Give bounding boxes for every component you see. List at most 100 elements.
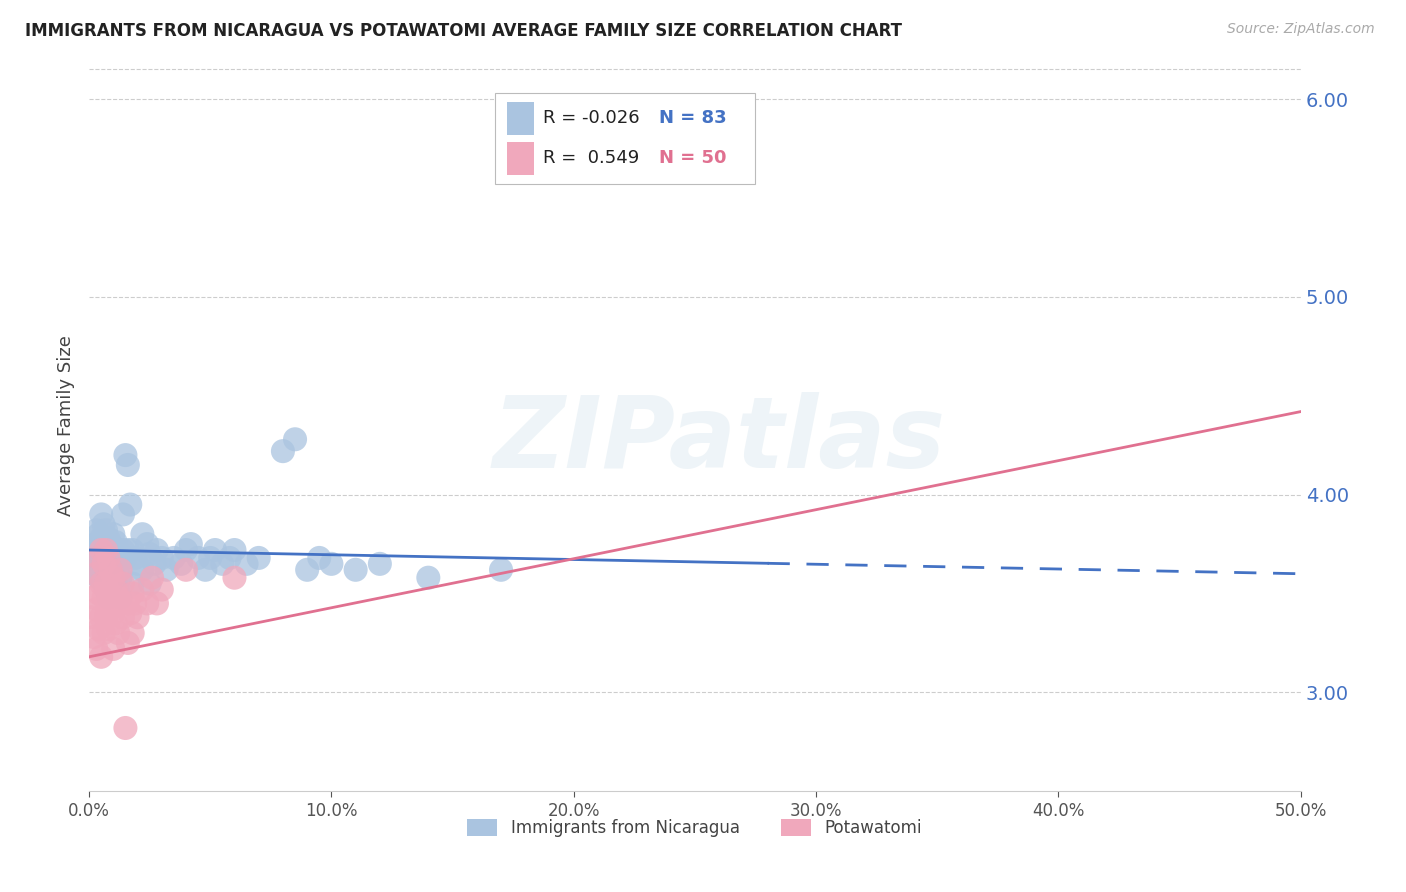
- Point: [204, 543, 226, 558]
- Point: [110, 550, 132, 565]
- Point: [103, 547, 125, 561]
- Point: [117, 458, 139, 472]
- Point: [93, 557, 115, 571]
- Point: [83, 591, 105, 605]
- Point: [146, 596, 169, 610]
- Point: [111, 576, 134, 591]
- Point: [295, 563, 318, 577]
- Point: [94, 523, 117, 537]
- Point: [100, 563, 122, 577]
- Point: [121, 576, 143, 591]
- Point: [200, 550, 222, 565]
- Point: [104, 535, 127, 549]
- Point: [235, 557, 257, 571]
- Point: [136, 537, 159, 551]
- Text: ZIPatlas: ZIPatlas: [492, 392, 946, 489]
- Point: [174, 543, 197, 558]
- Text: R =  0.549: R = 0.549: [544, 149, 640, 168]
- Point: [117, 596, 139, 610]
- Point: [86, 641, 108, 656]
- Point: [194, 563, 217, 577]
- Point: [94, 576, 117, 591]
- Point: [174, 563, 197, 577]
- Point: [107, 582, 129, 597]
- Point: [131, 582, 153, 597]
- Text: N = 83: N = 83: [658, 109, 725, 128]
- Point: [180, 537, 202, 551]
- Point: [107, 543, 129, 558]
- Point: [93, 517, 115, 532]
- Point: [93, 537, 115, 551]
- Point: [107, 591, 129, 605]
- Point: [90, 531, 112, 545]
- Point: [114, 550, 136, 565]
- Point: [121, 543, 143, 558]
- Point: [110, 591, 132, 605]
- Point: [83, 566, 105, 581]
- Point: [86, 523, 108, 537]
- Text: R = -0.026: R = -0.026: [544, 109, 640, 128]
- Point: [90, 610, 112, 624]
- Point: [83, 630, 105, 644]
- Point: [86, 537, 108, 551]
- Point: [107, 563, 129, 577]
- Text: Source: ZipAtlas.com: Source: ZipAtlas.com: [1227, 22, 1375, 37]
- Point: [86, 557, 108, 571]
- Point: [97, 571, 120, 585]
- Point: [120, 607, 142, 621]
- Point: [150, 550, 173, 565]
- Point: [97, 586, 120, 600]
- Point: [93, 557, 115, 571]
- Point: [93, 626, 115, 640]
- Point: [87, 527, 110, 541]
- FancyBboxPatch shape: [495, 93, 755, 184]
- Point: [97, 622, 120, 636]
- Point: [90, 543, 112, 558]
- Point: [94, 582, 117, 597]
- Point: [110, 563, 132, 577]
- Point: [110, 571, 132, 585]
- Point: [97, 531, 120, 545]
- Point: [93, 576, 115, 591]
- Point: [117, 636, 139, 650]
- Point: [104, 555, 127, 569]
- Point: [284, 432, 307, 446]
- FancyBboxPatch shape: [508, 102, 534, 135]
- Point: [87, 550, 110, 565]
- Point: [143, 557, 166, 571]
- Point: [136, 596, 159, 610]
- Point: [87, 586, 110, 600]
- Point: [418, 571, 440, 585]
- Point: [104, 582, 127, 597]
- Point: [187, 550, 209, 565]
- Point: [114, 721, 136, 735]
- Point: [224, 571, 246, 585]
- Point: [87, 571, 110, 585]
- Point: [104, 574, 127, 589]
- Text: IMMIGRANTS FROM NICARAGUA VS POTAWATOMI AVERAGE FAMILY SIZE CORRELATION CHART: IMMIGRANTS FROM NICARAGUA VS POTAWATOMI …: [25, 22, 903, 40]
- Point: [224, 543, 246, 558]
- Point: [90, 508, 112, 522]
- Point: [103, 641, 125, 656]
- Point: [111, 543, 134, 558]
- Point: [94, 610, 117, 624]
- Point: [117, 543, 139, 558]
- Point: [247, 550, 270, 565]
- Point: [86, 602, 108, 616]
- Point: [127, 557, 149, 571]
- Point: [489, 563, 512, 577]
- Point: [90, 566, 112, 581]
- Point: [156, 563, 179, 577]
- Point: [97, 591, 120, 605]
- Point: [124, 550, 146, 565]
- Point: [87, 622, 110, 636]
- Legend: Immigrants from Nicaragua, Potawatomi: Immigrants from Nicaragua, Potawatomi: [460, 810, 931, 845]
- Point: [170, 557, 193, 571]
- Point: [94, 547, 117, 561]
- Point: [131, 527, 153, 541]
- Point: [111, 508, 134, 522]
- Point: [138, 576, 160, 591]
- Point: [94, 543, 117, 558]
- Point: [90, 576, 112, 591]
- Point: [218, 550, 240, 565]
